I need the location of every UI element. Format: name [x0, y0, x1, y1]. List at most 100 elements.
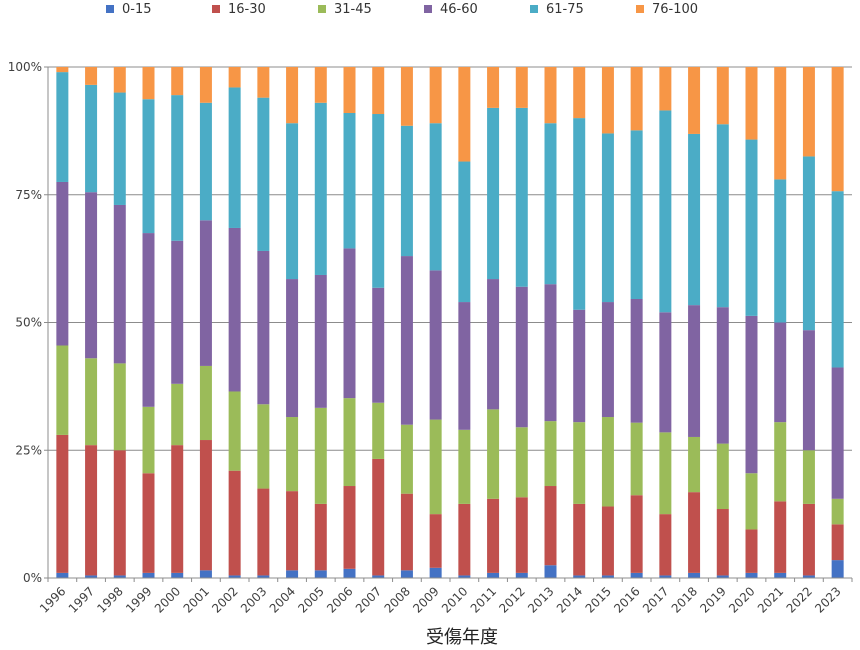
- x-tick-label: 2002: [209, 584, 240, 615]
- legend-swatch-16-30: [212, 5, 220, 13]
- y-axis-ticks: 0% 25% 50% 75% 100%: [8, 60, 48, 585]
- x-tick-label: 2018: [669, 584, 700, 615]
- bar-segment-2000-76-100: [171, 67, 184, 96]
- bar-segment-2023-0-15: [831, 560, 844, 578]
- x-axis-title: 受傷年度: [426, 627, 498, 648]
- bar-segment-1996-46-60: [56, 181, 69, 346]
- bar-segment-2006-46-60: [343, 248, 356, 399]
- bar-segment-2001-76-100: [199, 67, 212, 103]
- bar-segment-2019-16-30: [716, 509, 729, 576]
- bar-segment-2018-31-45: [688, 436, 701, 493]
- bar-segment-2013-46-60: [544, 284, 557, 422]
- bar-segment-2001-61-75: [199, 102, 212, 221]
- x-tick-label: 2017: [640, 584, 671, 615]
- legend-swatch-61-75: [530, 5, 538, 13]
- bar-segment-2011-16-30: [487, 498, 500, 573]
- bar-segment-2008-76-100: [400, 67, 413, 126]
- legend-label-16-30: 16-30: [228, 2, 266, 17]
- bar-segment-2015-0-15: [601, 575, 614, 578]
- legend-label-61-75: 61-75: [546, 2, 584, 17]
- bar-segment-2010-0-15: [458, 575, 471, 578]
- bar-segment-2005-61-75: [314, 102, 327, 275]
- x-tick-label: 2006: [324, 584, 355, 615]
- legend: 0-15 16-30 31-45 46-60 61-75 76-100: [106, 2, 698, 17]
- bars: [56, 67, 844, 578]
- bar-segment-2018-46-60: [688, 305, 701, 437]
- bar-segment-2017-46-60: [659, 312, 672, 433]
- bar-segment-2013-61-75: [544, 123, 557, 285]
- x-tick-label: 2009: [410, 584, 441, 615]
- bar-segment-2003-76-100: [257, 67, 270, 98]
- bar-segment-2003-61-75: [257, 97, 270, 251]
- x-tick-label: 2000: [152, 584, 183, 615]
- x-tick-label: 2007: [353, 584, 384, 615]
- x-tick-label: 2010: [439, 584, 470, 615]
- bar-segment-2010-61-75: [458, 161, 471, 303]
- bar-segment-2005-46-60: [314, 274, 327, 408]
- bar-segment-2020-46-60: [745, 315, 758, 474]
- bar-segment-2021-0-15: [774, 572, 787, 578]
- bar-segment-2016-0-15: [630, 572, 643, 578]
- x-tick-label: 2023: [812, 584, 843, 615]
- legend-label-31-45: 31-45: [334, 2, 372, 17]
- bar-segment-2023-16-30: [831, 524, 844, 561]
- bar-segment-2020-31-45: [745, 473, 758, 530]
- bar-segment-2010-76-100: [458, 67, 471, 162]
- bar-segment-2017-0-15: [659, 575, 672, 578]
- x-tick-label: 2012: [496, 584, 527, 615]
- x-tick-label: 2005: [295, 584, 326, 615]
- bar-segment-2018-16-30: [688, 492, 701, 573]
- x-tick-label: 2008: [382, 584, 413, 615]
- bar-segment-2009-46-60: [429, 270, 442, 420]
- bar-segment-2011-76-100: [487, 67, 500, 108]
- bar-segment-2020-61-75: [745, 139, 758, 316]
- bar-segment-2014-61-75: [573, 118, 586, 310]
- bar-segment-2006-16-30: [343, 486, 356, 569]
- legend-swatch-31-45: [318, 5, 326, 13]
- bar-segment-2023-76-100: [831, 67, 844, 192]
- bar-segment-1998-61-75: [113, 92, 126, 205]
- bar-segment-2014-46-60: [573, 309, 586, 423]
- bar-segment-2019-31-45: [716, 443, 729, 510]
- bar-segment-1997-16-30: [85, 445, 98, 576]
- bar-segment-2002-76-100: [228, 67, 241, 88]
- bar-segment-2018-61-75: [688, 133, 701, 306]
- bar-segment-1999-16-30: [142, 473, 155, 573]
- bar-segment-2007-16-30: [372, 458, 385, 576]
- bar-segment-2016-31-45: [630, 422, 643, 496]
- x-tick-label: 2015: [583, 584, 614, 615]
- bar-segment-2014-76-100: [573, 67, 586, 119]
- bar-segment-2004-0-15: [286, 570, 299, 578]
- bar-segment-2009-31-45: [429, 419, 442, 515]
- bar-segment-1998-16-30: [113, 450, 126, 576]
- bar-segment-2019-76-100: [716, 67, 729, 125]
- bar-segment-2011-31-45: [487, 409, 500, 499]
- bar-segment-2015-61-75: [601, 133, 614, 303]
- bar-segment-1996-16-30: [56, 434, 69, 573]
- bar-segment-2003-31-45: [257, 404, 270, 489]
- bar-segment-2005-31-45: [314, 407, 327, 504]
- bar-segment-1998-46-60: [113, 204, 126, 364]
- bar-segment-2017-16-30: [659, 514, 672, 576]
- bar-segment-2018-0-15: [688, 572, 701, 578]
- bar-segment-2007-76-100: [372, 67, 385, 115]
- bar-segment-2022-16-30: [802, 503, 815, 576]
- bar-segment-1998-76-100: [113, 67, 126, 93]
- bar-segment-2012-76-100: [515, 67, 528, 108]
- bar-segment-2014-16-30: [573, 503, 586, 576]
- bar-segment-2009-76-100: [429, 67, 442, 124]
- bar-segment-2002-46-60: [228, 227, 241, 392]
- bar-segment-2007-61-75: [372, 114, 385, 288]
- bar-segment-2008-46-60: [400, 256, 413, 425]
- x-tick-label: 2003: [238, 584, 269, 615]
- bar-segment-1999-76-100: [142, 67, 155, 100]
- bar-segment-1997-76-100: [85, 67, 98, 85]
- bar-segment-2001-16-30: [199, 440, 212, 571]
- bar-segment-2005-16-30: [314, 503, 327, 571]
- bar-segment-2008-61-75: [400, 125, 413, 257]
- bar-segment-2013-76-100: [544, 67, 557, 124]
- bar-segment-2009-0-15: [429, 567, 442, 578]
- bar-segment-2010-31-45: [458, 429, 471, 504]
- bar-segment-2012-61-75: [515, 107, 528, 287]
